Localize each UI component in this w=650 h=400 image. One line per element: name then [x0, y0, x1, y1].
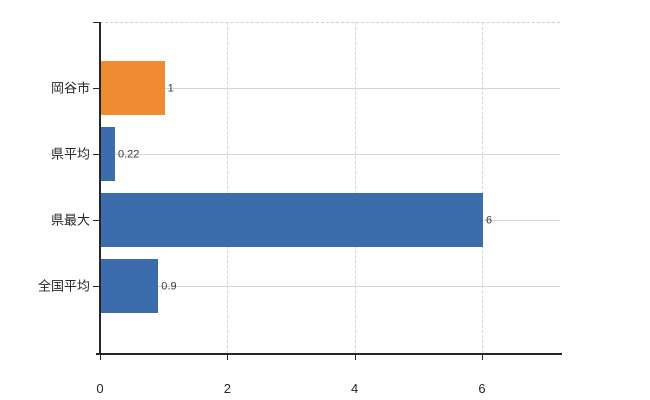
bar-2: [101, 193, 484, 247]
x-axis-tick-4: [354, 355, 356, 360]
x-axis-tick-6: [482, 355, 484, 360]
category-label: 県平均: [50, 146, 90, 162]
y-axis-tick-3: [93, 286, 100, 287]
category-label: 全国平均: [37, 278, 90, 294]
x-tick-label: 0: [96, 381, 104, 396]
category-label: 岡谷市: [50, 80, 90, 96]
v-gridline-6: [482, 22, 484, 353]
y-axis-tick-0: [93, 88, 100, 89]
plot-area: 0 2 4 6 1 0.22 6 0.9: [93, 22, 562, 396]
x-axis-tick-0: [100, 355, 101, 360]
y-axis-top-tick: [93, 22, 100, 23]
bar-value-label: 0.9: [161, 280, 177, 293]
bar-value-label: 0.22: [118, 148, 140, 161]
x-tick-label: 4: [351, 381, 359, 396]
h-gridline-3: [101, 286, 560, 287]
h-gridline-0: [101, 88, 560, 89]
v-gridline-4: [354, 22, 356, 353]
x-axis-line: [96, 353, 562, 355]
v-gridline-2: [227, 22, 229, 353]
bar-3: [101, 259, 159, 313]
category-label: 県最大: [50, 212, 90, 228]
bar-0: [101, 61, 165, 115]
bar-value-label: 1: [167, 82, 174, 95]
y-axis-tick-2: [93, 220, 100, 221]
h-gridline-1: [101, 154, 560, 155]
bar-value-label: 6: [486, 214, 493, 227]
x-tick-label: 6: [478, 381, 486, 396]
x-axis-tick-2: [227, 355, 229, 360]
bar-1: [101, 127, 115, 181]
plot-top-border: [100, 22, 560, 23]
x-tick-label: 2: [223, 381, 231, 396]
y-axis-line: [99, 22, 101, 353]
y-axis-tick-1: [93, 154, 100, 155]
